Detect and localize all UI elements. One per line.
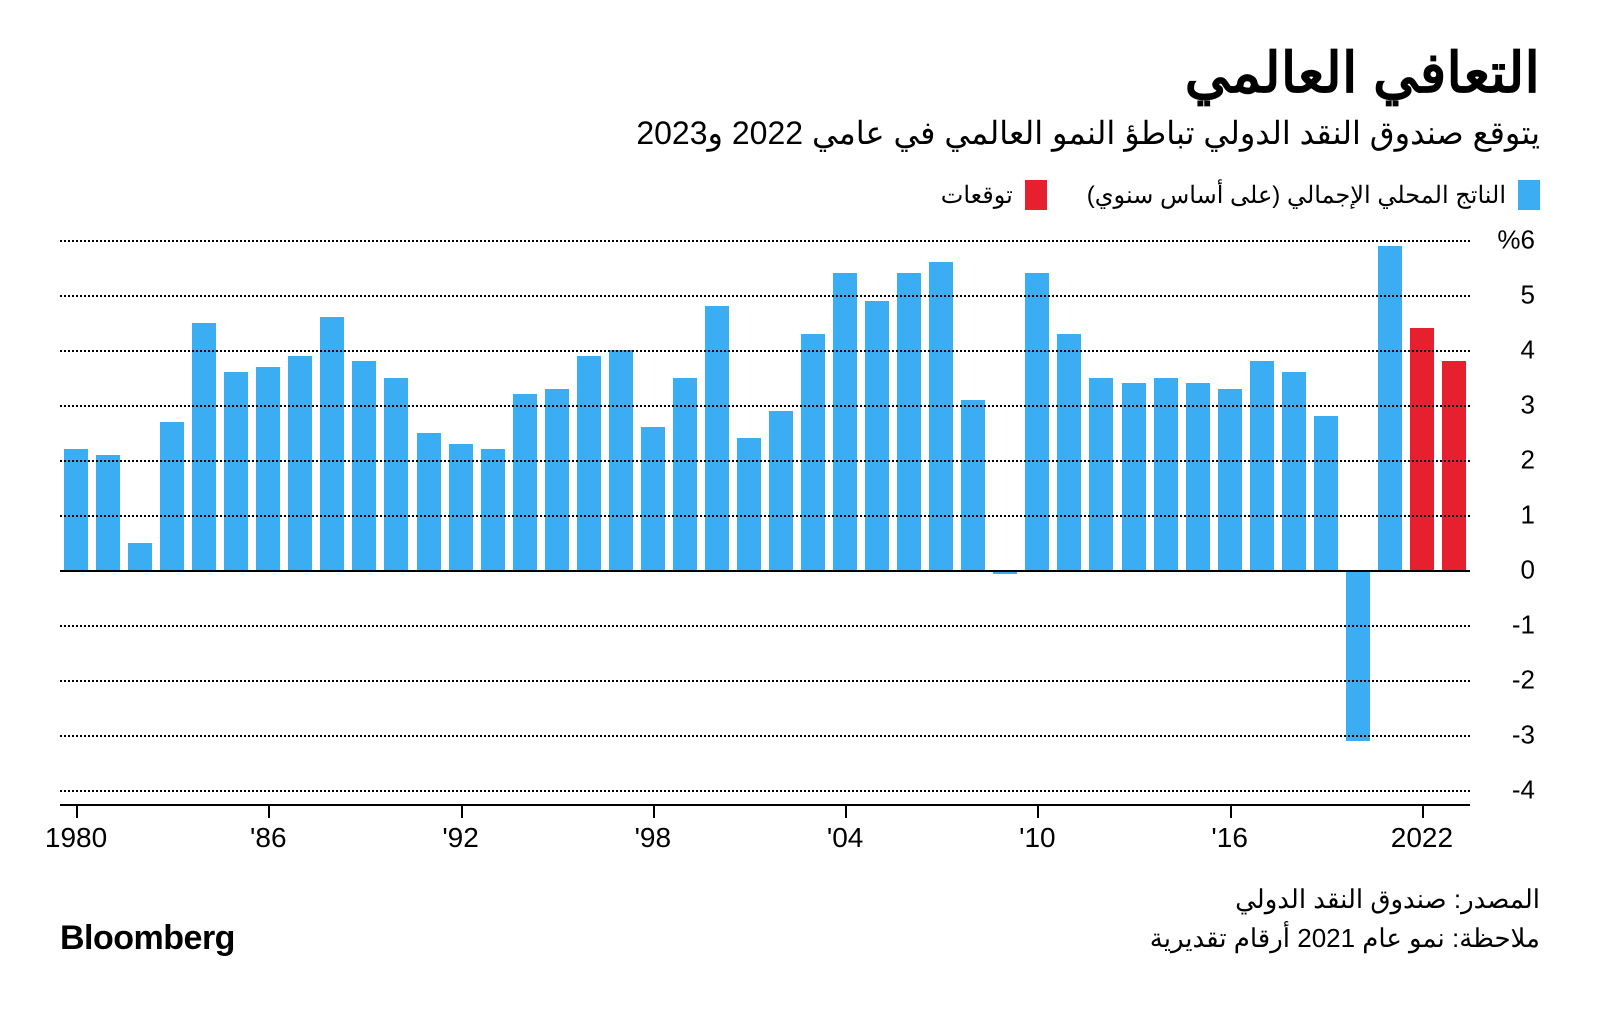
chart-footer: المصدر: صندوق النقد الدولي ملاحظة: نمو ع… [60,880,1540,958]
y-axis-label: -1 [1475,610,1535,641]
bar-2011 [1057,334,1081,571]
bar-2016 [1218,389,1242,571]
chart-subtitle: يتوقع صندوق النقد الدولي تباطؤ النمو الع… [60,114,1540,152]
bar-2005 [865,301,889,571]
legend-swatch-forecast [1025,180,1047,210]
x-tick-label: 2022 [1391,822,1453,854]
bar-2022 [1410,328,1434,570]
bar-2018 [1282,372,1306,570]
bar-1993 [481,449,505,570]
x-tick-label: '92 [442,822,479,854]
legend-label-forecast: توقعات [941,181,1013,210]
bar-2001 [737,438,761,570]
x-tick [268,804,270,818]
bar-1988 [320,317,344,570]
bar-1992 [449,444,473,571]
bar-2010 [1025,273,1049,570]
x-tick [653,804,655,818]
x-tick [76,804,78,818]
bar-1982 [128,543,152,571]
y-axis-label: 1 [1475,500,1535,531]
bar-1980 [64,449,88,570]
bar-chart: %6543210-1-2-3-4 1980'86'92'98'04'10'162… [60,240,1540,840]
gridline [60,460,1470,462]
bar-2020 [1346,570,1370,741]
y-axis-label: -2 [1475,665,1535,696]
gridline [60,735,1470,737]
bar-1986 [256,367,280,571]
bar-2015 [1186,383,1210,570]
x-tick-label: 1980 [45,822,107,854]
bar-2017 [1250,361,1274,570]
x-tick [1230,804,1232,818]
footer-source: المصدر: صندوق النقد الدولي [1150,880,1540,919]
y-axis-label: 0 [1475,555,1535,586]
bar-1983 [160,422,184,571]
x-tick [1422,804,1424,818]
chart-title: التعافي العالمي [60,40,1540,106]
bar-2004 [833,273,857,570]
y-axis-label: 3 [1475,390,1535,421]
legend-item-actual: الناتج المحلي الإجمالي (على أساس سنوي) [1087,180,1540,210]
bar-2019 [1314,416,1338,570]
bar-2006 [897,273,921,570]
bar-2000 [705,306,729,570]
y-axis-label: %6 [1475,225,1535,256]
x-tick-label: '86 [250,822,287,854]
gridline [60,625,1470,627]
bar-2003 [801,334,825,571]
bar-1996 [577,356,601,571]
y-axis-label: 2 [1475,445,1535,476]
x-tick-label: '16 [1211,822,1248,854]
legend: الناتج المحلي الإجمالي (على أساس سنوي) ت… [60,180,1540,210]
x-tick-label: '04 [827,822,864,854]
bar-2002 [769,411,793,571]
legend-item-forecast: توقعات [941,180,1047,210]
bar-1987 [288,356,312,571]
bar-1995 [545,389,569,571]
chart-plot-area: %6543210-1-2-3-4 [60,240,1470,790]
bar-1991 [417,433,441,571]
gridline [60,570,1470,572]
gridline [60,790,1470,792]
bar-2013 [1122,383,1146,570]
y-axis-label: -4 [1475,775,1535,806]
gridline [60,515,1470,517]
footer-note: ملاحظة: نمو عام 2021 أرقام تقديرية [1150,919,1540,958]
legend-label-actual: الناتج المحلي الإجمالي (على أساس سنوي) [1087,181,1506,210]
bar-1981 [96,455,120,571]
x-tick [1037,804,1039,818]
x-axis-ticks: 1980'86'92'98'04'10'162022 [60,804,1470,854]
gridline [60,350,1470,352]
gridline [60,680,1470,682]
x-tick [845,804,847,818]
bar-1998 [641,427,665,570]
bar-2023 [1442,361,1466,570]
y-axis-label: 5 [1475,280,1535,311]
bar-1985 [224,372,248,570]
gridline [60,405,1470,407]
x-tick [461,804,463,818]
bar-1989 [352,361,376,570]
y-axis-label: -3 [1475,720,1535,751]
x-tick-label: '98 [635,822,672,854]
bar-1994 [513,394,537,570]
legend-swatch-actual [1518,180,1540,210]
footer-notes: المصدر: صندوق النقد الدولي ملاحظة: نمو ع… [1150,880,1540,958]
gridline [60,240,1470,242]
gridline [60,295,1470,297]
bar-2007 [929,262,953,570]
bar-1984 [192,323,216,571]
footer-brand: Bloomberg [60,919,235,958]
bar-2008 [961,400,985,571]
y-axis-label: 4 [1475,335,1535,366]
x-tick-label: '10 [1019,822,1056,854]
